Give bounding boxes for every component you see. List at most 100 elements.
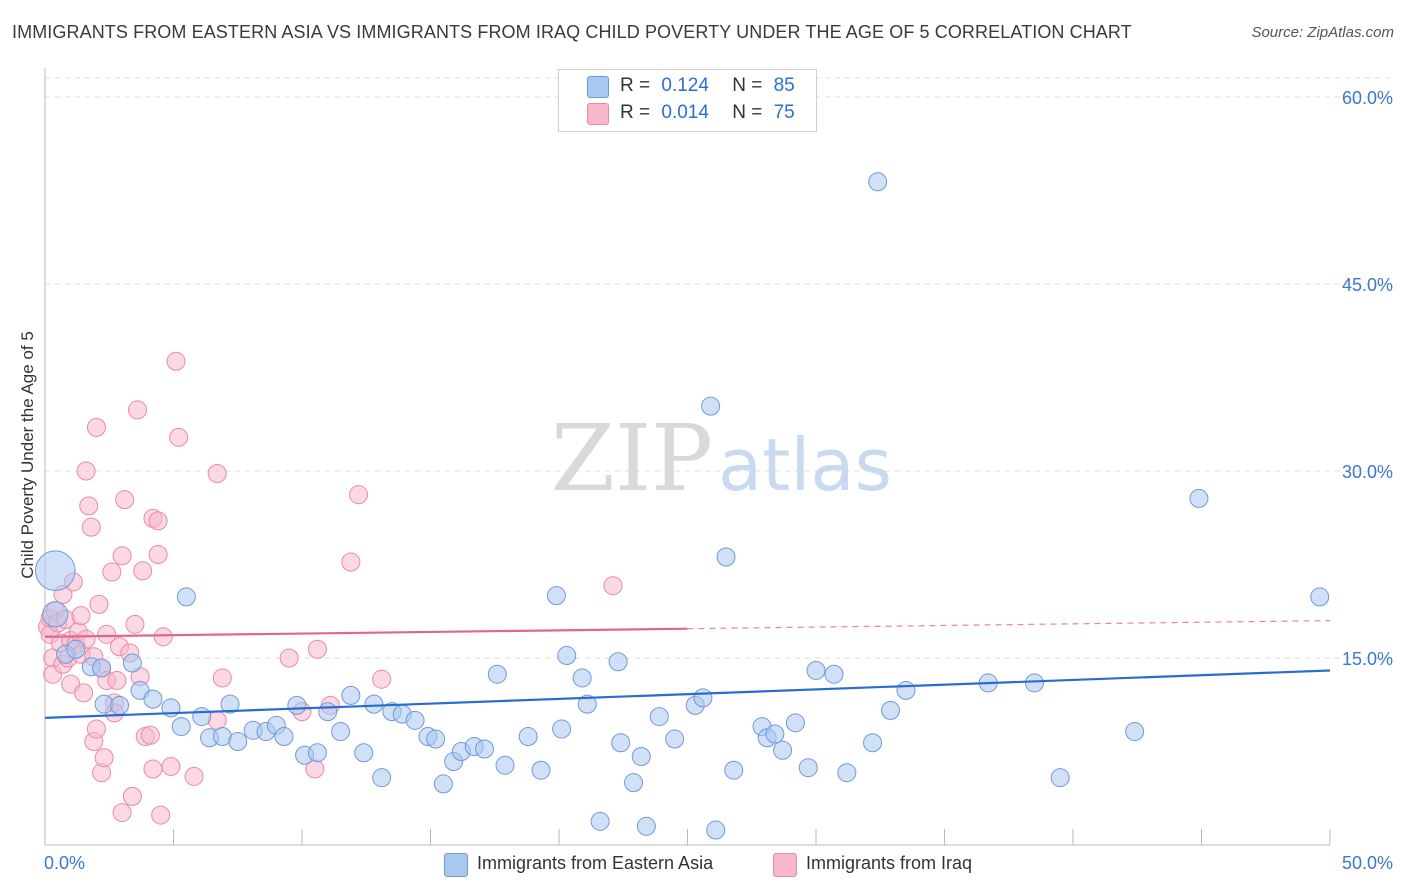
point-eastern-asia <box>665 729 685 749</box>
source-label: Source: ZipAtlas.com <box>1251 24 1394 41</box>
point-iraq <box>81 517 101 537</box>
point-eastern-asia <box>798 758 818 778</box>
iraq-swatch <box>773 853 797 877</box>
point-eastern-asia <box>331 722 351 742</box>
point-eastern-asia <box>34 550 76 592</box>
point-eastern-asia <box>706 820 726 840</box>
pink-swatch <box>587 103 609 125</box>
point-iraq <box>79 496 99 516</box>
point-iraq <box>148 545 168 565</box>
point-eastern-asia <box>896 680 916 700</box>
point-eastern-asia <box>518 727 538 747</box>
x-tick-label-min: 0.0% <box>44 853 85 873</box>
point-iraq <box>140 725 160 745</box>
point-iraq <box>603 576 623 596</box>
watermark: ZIP atlas <box>551 405 892 512</box>
point-eastern-asia <box>701 396 721 416</box>
point-eastern-asia <box>192 707 212 727</box>
point-eastern-asia <box>426 729 446 749</box>
point-iraq <box>125 614 145 634</box>
chart-title: IMMIGRANTS FROM EASTERN ASIA VS IMMIGRAN… <box>12 22 1132 42</box>
point-eastern-asia <box>307 743 327 763</box>
x-tick-label-max: 50.0% <box>1342 853 1393 873</box>
legend-label-iraq: Immigrants from Iraq <box>806 853 973 873</box>
trend-line-iraq-extension <box>687 620 1331 630</box>
point-iraq <box>153 627 173 647</box>
trend-lines <box>44 620 1331 719</box>
point-iraq <box>212 668 232 688</box>
point-eastern-asia <box>837 763 857 783</box>
point-eastern-asia <box>881 700 901 720</box>
point-eastern-asia <box>631 746 651 766</box>
point-eastern-asia <box>552 719 572 739</box>
point-eastern-asia <box>405 710 425 730</box>
point-eastern-asia <box>773 740 793 760</box>
point-eastern-asia <box>495 755 515 775</box>
point-iraq <box>184 766 204 786</box>
trend-line-iraq <box>44 627 688 638</box>
point-eastern-asia <box>92 658 112 678</box>
y-tick-label: 30.0% <box>1342 462 1393 482</box>
point-eastern-asia <box>66 639 86 659</box>
point-iraq <box>107 670 127 690</box>
point-eastern-asia <box>863 733 883 753</box>
point-iraq <box>279 648 299 668</box>
point-eastern-asia <box>354 743 374 763</box>
point-iraq <box>115 490 135 510</box>
point-iraq <box>74 683 94 703</box>
point-iraq <box>71 606 91 626</box>
gridlines <box>45 77 1392 659</box>
point-eastern-asia <box>1310 587 1330 607</box>
point-iraq <box>89 594 109 614</box>
point-eastern-asia <box>42 601 69 628</box>
point-eastern-asia <box>572 668 592 688</box>
point-iraq <box>349 485 369 505</box>
point-eastern-asia <box>785 713 805 733</box>
n-value-pink: 75 <box>773 102 795 123</box>
point-eastern-asia <box>1024 673 1044 693</box>
point-eastern-asia <box>765 724 785 744</box>
point-eastern-asia <box>624 773 644 793</box>
y-tick-label: 15.0% <box>1342 649 1393 669</box>
point-eastern-asia <box>693 688 713 708</box>
point-iraq <box>169 427 189 447</box>
point-eastern-asia <box>433 774 453 794</box>
point-eastern-asia <box>1189 488 1209 508</box>
point-iraq <box>372 669 392 689</box>
point-iraq <box>161 756 181 776</box>
point-iraq <box>122 786 142 806</box>
point-iraq <box>112 803 132 823</box>
point-iraq <box>207 463 227 483</box>
point-iraq <box>341 552 361 572</box>
point-eastern-asia <box>110 695 130 715</box>
point-eastern-asia <box>608 652 628 672</box>
point-eastern-asia <box>474 739 494 759</box>
point-iraq <box>86 417 106 437</box>
point-eastern-asia <box>171 717 191 737</box>
watermark-atlas: atlas <box>718 423 892 507</box>
r-label: R = <box>620 102 651 123</box>
point-eastern-asia <box>724 760 744 780</box>
point-eastern-asia <box>287 695 307 715</box>
point-eastern-asia <box>531 760 551 780</box>
point-iraq <box>143 759 163 779</box>
trend-line-eastern-asia <box>44 669 1331 719</box>
n-label: N = <box>732 102 763 123</box>
point-eastern-asia <box>546 586 566 606</box>
point-eastern-asia <box>1050 768 1070 788</box>
point-iraq <box>151 805 171 825</box>
point-eastern-asia <box>649 707 669 727</box>
stats-legend: R = 0.124 N = 85 R = 0.014 N = 75 <box>558 69 817 132</box>
eastern-asia-swatch <box>444 853 468 877</box>
point-eastern-asia <box>806 660 826 680</box>
point-eastern-asia <box>868 172 888 192</box>
point-eastern-asia <box>372 768 392 788</box>
point-eastern-asia <box>824 664 844 684</box>
point-eastern-asia <box>274 727 294 747</box>
point-eastern-asia <box>318 702 338 722</box>
point-iraq <box>94 748 114 768</box>
point-iraq <box>128 400 148 420</box>
point-eastern-asia <box>1125 722 1145 742</box>
point-eastern-asia <box>716 547 736 567</box>
